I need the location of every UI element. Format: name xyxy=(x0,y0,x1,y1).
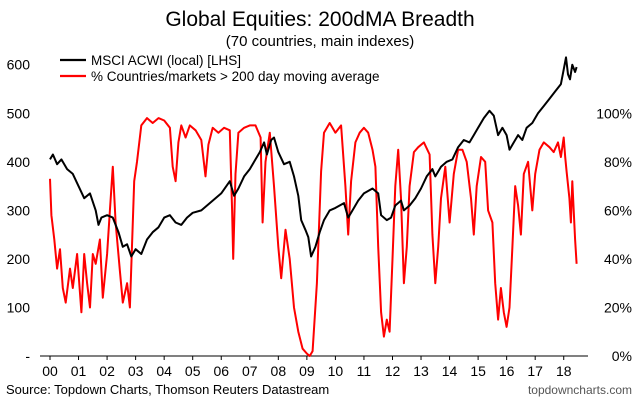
right-tick-label: 0% xyxy=(612,348,632,364)
left-tick-label: 500 xyxy=(7,105,31,121)
right-tick-label: 100% xyxy=(596,105,632,121)
series-lines xyxy=(49,56,578,357)
x-tick-label: 17 xyxy=(527,363,543,379)
legend-label-msci: MSCI ACWI (local) [LHS] xyxy=(91,53,241,68)
x-tick-label: 13 xyxy=(413,363,429,379)
x-tick-label: 10 xyxy=(328,363,344,379)
left-tick-label: 600 xyxy=(7,57,31,73)
legend-label-breadth: % Countries/markets > 200 day moving ave… xyxy=(91,69,380,84)
series-line-breadth xyxy=(49,117,578,357)
left-tick-label: - xyxy=(25,348,30,364)
x-tick-label: 03 xyxy=(128,363,144,379)
x-tick-label: 08 xyxy=(271,363,287,379)
x-tick-label: 01 xyxy=(71,363,87,379)
right-tick-label: 80% xyxy=(604,154,632,170)
right-tick-label: 20% xyxy=(604,299,632,315)
series-line-msci-acwi xyxy=(49,56,578,258)
left-tick-label: 300 xyxy=(7,202,31,218)
x-tick-labels: 00 01 02 03 04 05 06 07 08 09 10 11 12 13 14 15 16 17 18 xyxy=(42,356,572,379)
x-tick-label: 02 xyxy=(99,363,115,379)
x-tick-label: 04 xyxy=(156,363,172,379)
x-tick-label: 15 xyxy=(470,363,486,379)
right-tick-label: 40% xyxy=(604,251,632,267)
chart-subtitle: (70 countries, main indexes) xyxy=(226,33,414,50)
source-note: Source: Topdown Charts, Thomson Reuters … xyxy=(6,382,329,397)
x-tick-label: 00 xyxy=(42,363,58,379)
x-tick-label: 12 xyxy=(385,363,401,379)
x-tick-label: 11 xyxy=(357,363,372,379)
x-tick-label: 05 xyxy=(185,363,201,379)
x-tick-label: 07 xyxy=(242,363,258,379)
legend: MSCI ACWI (local) [LHS] % Countries/mark… xyxy=(60,53,380,84)
right-axis-tick-labels: 100% 80% 60% 40% 20% 0% xyxy=(596,105,632,364)
left-axis-tick-labels: 600 500 400 300 200 100 - xyxy=(7,57,31,364)
x-tick-label: 14 xyxy=(442,363,458,379)
brand-watermark: topdowncharts.com xyxy=(528,383,632,397)
left-tick-label: 400 xyxy=(7,154,31,170)
x-tick-label: 16 xyxy=(499,363,515,379)
right-tick-label: 60% xyxy=(604,202,632,218)
chart-title: Global Equities: 200dMA Breadth xyxy=(165,8,474,31)
x-tick-label: 06 xyxy=(213,363,229,379)
x-tick-label: 18 xyxy=(556,363,572,379)
left-tick-label: 100 xyxy=(7,299,31,315)
left-tick-label: 200 xyxy=(7,251,31,267)
x-tick-label: 09 xyxy=(299,363,315,379)
